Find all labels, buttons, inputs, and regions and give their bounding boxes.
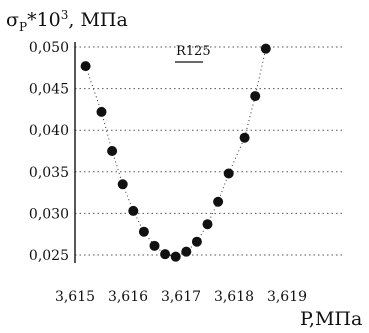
y-tick-label: 0,050 — [29, 40, 69, 56]
data-point — [260, 43, 271, 54]
data-point — [107, 146, 118, 156]
data-point — [117, 179, 128, 190]
fit-curve — [85, 48, 267, 258]
y-tick-label: 0,025 — [29, 248, 69, 264]
data-point — [138, 226, 149, 237]
data-point — [213, 196, 224, 207]
data-point — [128, 205, 139, 216]
x-tick-label: 3,616 — [108, 289, 148, 305]
data-points — [80, 43, 271, 262]
data-point — [223, 168, 234, 179]
x-tick-label: 3,617 — [161, 289, 201, 305]
data-point — [239, 132, 250, 143]
data-point — [250, 91, 261, 102]
grid-lines — [75, 46, 345, 256]
x-tick-label: 3,619 — [267, 289, 307, 305]
data-point — [181, 246, 192, 257]
data-point — [170, 251, 181, 262]
x-tick-label: 3,618 — [214, 289, 254, 305]
tick-labels: 0,025 0,030 0,035 0,040 0,045 0,050 3,615 3,616… — [29, 40, 307, 305]
y-tick-label: 0,030 — [29, 206, 69, 222]
y-tick-label: 0,045 — [29, 82, 69, 98]
y-tick-label: 0,035 — [29, 165, 69, 181]
data-point — [96, 106, 107, 117]
data-point — [80, 61, 91, 72]
y-tick-label: 0,040 — [29, 123, 69, 139]
x-axis-label: P,МПа — [300, 308, 362, 330]
x-tick-label: 3,615 — [55, 289, 95, 305]
legend-label: R125 — [176, 44, 211, 59]
y-axis-label: σP*103, МПа — [6, 8, 128, 34]
fit-curve-layer — [85, 48, 267, 258]
data-point — [202, 219, 213, 230]
data-point — [149, 240, 160, 251]
data-point — [160, 249, 171, 260]
data-point — [191, 236, 202, 247]
